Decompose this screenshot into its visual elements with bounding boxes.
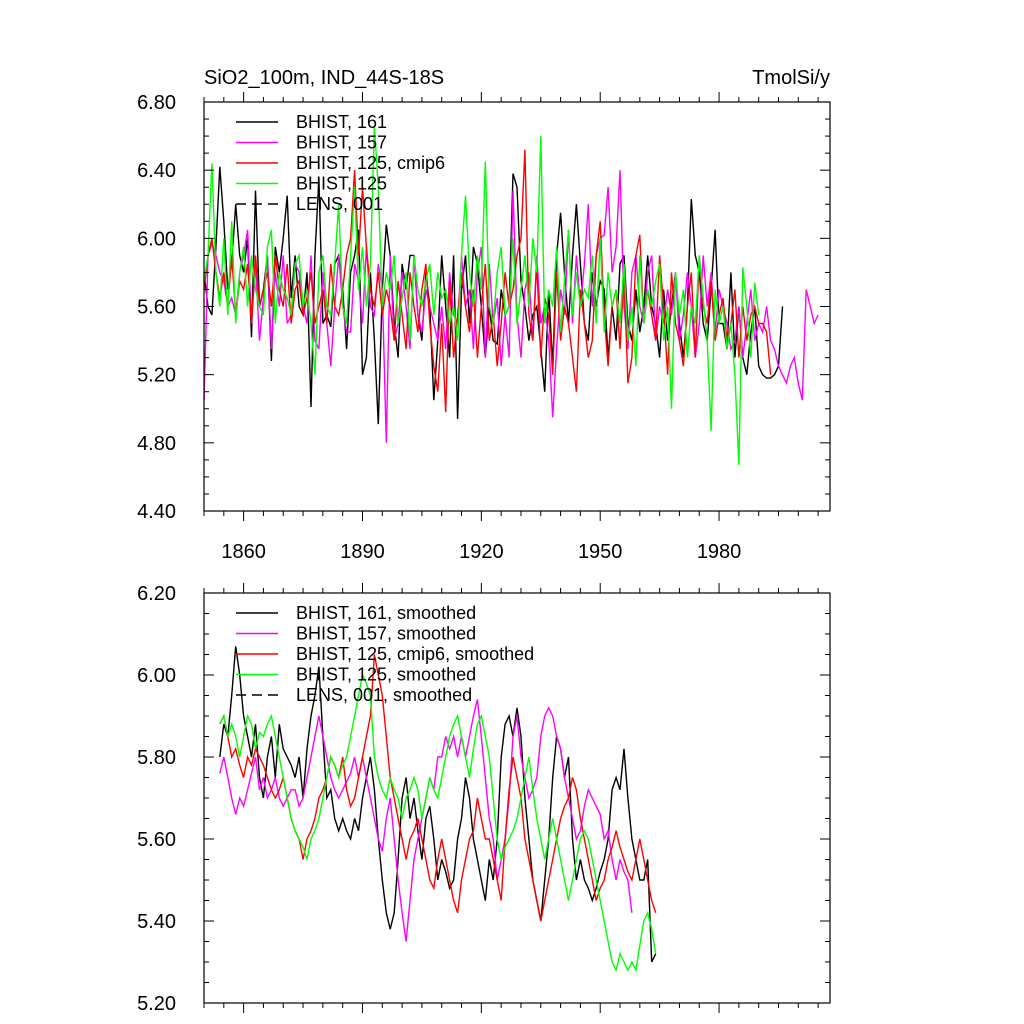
legend-label: LENS, 001 [296,194,383,214]
x-tick-label: 1950 [578,541,623,563]
series-layer [219,646,657,973]
top-panel: SiO2_100m, IND_44S-18S TmolSi/y 4.40 4.80… [137,67,831,563]
y-tick-label: 6.00 [137,228,176,250]
series-line-3 [219,672,657,973]
x-tick-label: 1890 [340,541,385,563]
units-label: TmolSi/y [752,67,830,89]
legend-label: BHIST, 125 [296,174,387,194]
plot-frame [203,592,831,1004]
y-tick-label: 4.80 [137,433,176,455]
legend-label: BHIST, 157 [296,133,387,153]
bottom-panel: 5.20 5.40 5.60 5.80 6.00 6.20 BHIST, 161, smo… [137,583,831,1015]
x-tick-label: 1980 [697,541,742,563]
legend-label: BHIST, 161, smoothed [296,603,476,623]
series-line-2 [203,149,772,413]
y-tick-label: 4.40 [137,501,176,523]
axis-layer: 4.40 4.80 5.20 5.60 6.00 6.40 6.80 1860 1890 1920… [137,92,830,563]
y-tick-label: 5.60 [137,297,176,319]
series-layer [203,125,819,466]
y-tick-label: 5.80 [137,747,176,769]
legend-label: BHIST, 157, smoothed [296,624,476,644]
legend-label: BHIST, 125, smoothed [296,665,476,685]
series-line-3 [203,125,760,466]
chart-title: SiO2_100m, IND_44S-18S [204,67,444,89]
x-tick-label: 1920 [459,541,504,563]
y-tick-label: 6.80 [137,92,176,114]
y-tick-label: 6.20 [137,583,176,605]
x-tick-label: 1860 [221,541,266,563]
y-tick-label: 5.20 [137,365,176,387]
y-tick-label: 5.60 [137,829,176,851]
y-tick-label: 6.00 [137,665,176,687]
plot-frame [203,101,831,512]
y-tick-label: 5.20 [137,993,176,1015]
y-tick-label: 6.40 [137,160,176,182]
legend-label: LENS, 001, smoothed [296,685,472,705]
legend-label: BHIST, 125, cmip6 [296,153,445,173]
legend-label: BHIST, 125, cmip6, smoothed [296,644,534,664]
series-line-0 [203,166,784,425]
legend-label: BHIST, 161 [296,112,387,132]
y-tick-label: 5.40 [137,911,176,933]
series-line-0 [219,646,657,963]
